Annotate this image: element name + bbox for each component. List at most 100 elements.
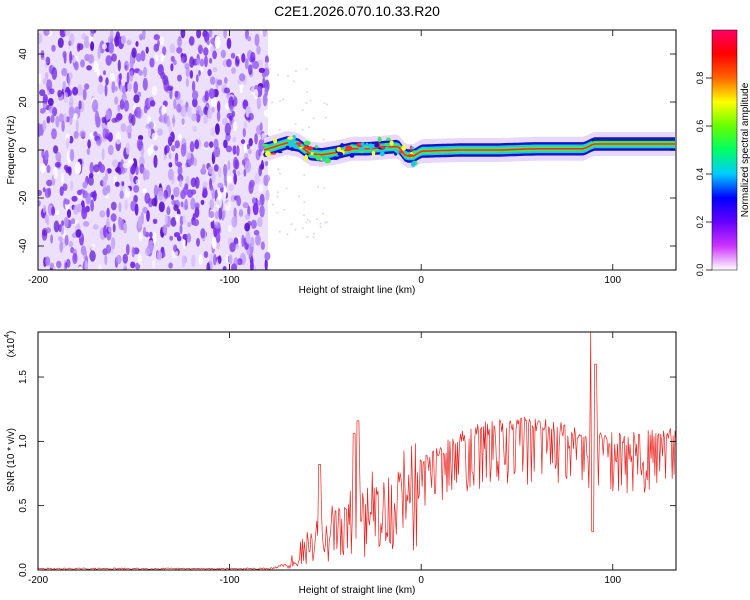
noise-speck <box>306 219 309 221</box>
noise-blob <box>78 266 83 270</box>
ridge-feature <box>304 154 308 160</box>
noise-speck <box>319 225 322 228</box>
noise-blob <box>58 113 65 123</box>
noise-speck <box>276 211 279 214</box>
noise-blob <box>180 30 186 39</box>
noise-blob <box>185 77 189 88</box>
noise-blob <box>67 89 73 97</box>
colorbar-tick-label: 0.2 <box>695 216 705 229</box>
noise-blob <box>161 251 166 258</box>
noise-blob <box>119 190 124 199</box>
noise-speck <box>323 187 326 190</box>
noise-blob <box>137 253 142 265</box>
noise-blob <box>67 75 71 87</box>
noise-blob <box>215 196 223 209</box>
noise-blob <box>223 163 228 177</box>
ridge-feature <box>299 146 303 149</box>
noise-blob <box>173 204 179 212</box>
noise-blob <box>63 216 69 228</box>
noise-blob <box>88 176 94 186</box>
noise-blob <box>207 69 212 77</box>
noise-blob <box>259 122 263 131</box>
noise-blob <box>142 30 146 41</box>
noise-blob <box>168 162 173 168</box>
noise-blob <box>160 53 165 63</box>
noise-blob <box>148 240 154 252</box>
noise-speck <box>290 223 293 226</box>
noise-blob <box>173 98 177 110</box>
noise-speck <box>279 100 282 103</box>
noise-blob <box>179 224 183 235</box>
colorbar-tick-label: 0.8 <box>695 72 705 85</box>
noise-blob <box>244 58 249 70</box>
noise-blob <box>224 122 231 136</box>
noise-speck <box>309 99 312 102</box>
noise-blob <box>223 185 227 199</box>
ridge-feature <box>287 141 295 147</box>
noise-blob <box>130 261 136 269</box>
noise-blob <box>99 164 106 173</box>
noise-blob <box>257 217 263 228</box>
noise-blob <box>127 132 132 139</box>
noise-blob <box>105 128 110 137</box>
noise-speck <box>324 116 327 119</box>
noise-blob <box>149 100 156 107</box>
noise-speck <box>321 212 324 215</box>
noise-blob <box>223 87 230 94</box>
noise-blob <box>72 253 78 265</box>
noise-blob <box>153 184 159 198</box>
noise-blob <box>55 151 62 162</box>
noise-blob <box>251 219 257 229</box>
spectrogram-x-tick-label: -200 <box>28 275 48 286</box>
noise-blob <box>243 142 247 155</box>
noise-blob <box>254 173 260 185</box>
noise-blob <box>149 231 153 239</box>
noise-speck <box>277 73 279 76</box>
noise-blob <box>70 218 76 225</box>
noise-blob <box>162 46 167 56</box>
noise-blob <box>250 237 255 248</box>
noise-speck <box>325 221 328 224</box>
noise-blob <box>176 161 183 168</box>
noise-blob <box>208 211 215 219</box>
noise-blob <box>42 94 48 104</box>
noise-blob <box>94 110 100 124</box>
noise-blob <box>200 199 205 205</box>
ridge-feature <box>310 152 314 156</box>
ridge-feature <box>401 144 407 151</box>
noise-blob <box>208 88 215 99</box>
noise-blob <box>93 164 100 173</box>
noise-blob <box>156 250 163 261</box>
noise-speck <box>294 228 297 231</box>
noise-blob <box>259 205 265 218</box>
noise-blob <box>79 130 86 138</box>
noise-speck <box>305 102 308 104</box>
ridge-feature <box>262 143 269 147</box>
noise-blob <box>177 37 183 48</box>
noise-blob <box>121 93 127 101</box>
noise-speck <box>272 203 275 206</box>
noise-blob <box>123 222 127 234</box>
noise-blob <box>143 66 147 78</box>
noise-blob <box>124 199 128 211</box>
noise-blob <box>134 109 138 117</box>
noise-blob <box>225 254 229 264</box>
noise-blob <box>70 180 74 191</box>
noise-blob <box>110 213 117 222</box>
noise-blob <box>109 72 115 82</box>
noise-blob <box>84 260 88 270</box>
noise-blob <box>82 181 88 189</box>
noise-blob <box>216 110 221 122</box>
noise-blob <box>97 46 101 59</box>
noise-blob <box>110 201 117 211</box>
noise-blob <box>161 196 166 203</box>
noise-speck <box>312 117 315 120</box>
noise-blob <box>264 160 269 167</box>
noise-blob <box>61 172 64 184</box>
noise-blob <box>204 31 210 43</box>
ridge-edge-line <box>591 139 675 142</box>
noise-blob <box>237 170 241 176</box>
noise-blob <box>247 35 252 42</box>
noise-blob <box>198 254 203 265</box>
noise-blob <box>92 99 99 113</box>
